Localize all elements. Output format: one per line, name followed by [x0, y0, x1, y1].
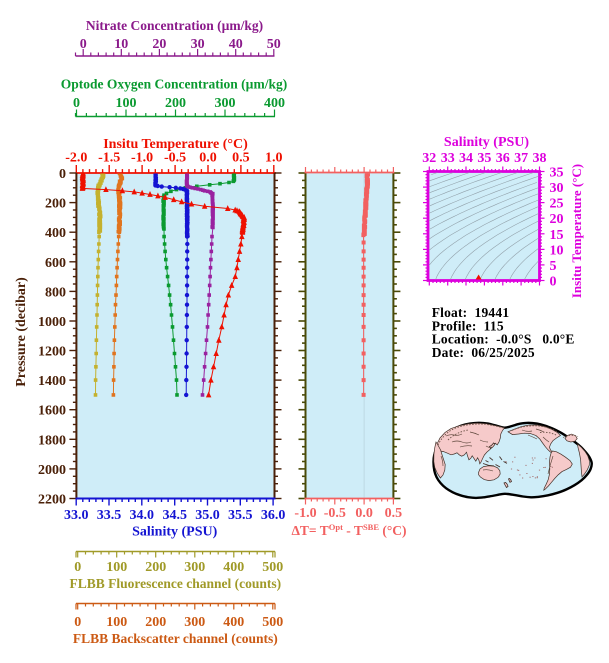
svg-text:Salinity (PSU): Salinity (PSU)	[444, 135, 530, 150]
svg-text:1600: 1600	[38, 404, 66, 419]
svg-text:Salinity (PSU): Salinity (PSU)	[132, 525, 218, 540]
svg-text:300: 300	[184, 560, 205, 575]
svg-text:34.5: 34.5	[162, 508, 187, 523]
svg-text:35.0: 35.0	[195, 508, 220, 523]
svg-text:32: 32	[422, 151, 436, 166]
svg-text:34.0: 34.0	[130, 508, 155, 523]
svg-text:1800: 1800	[38, 433, 66, 448]
svg-text:33: 33	[441, 151, 455, 166]
svg-text:30: 30	[550, 181, 564, 196]
svg-text:400: 400	[264, 96, 285, 111]
svg-text:20: 20	[550, 212, 564, 227]
svg-text:ΔT= TOpt - TSBE (°C): ΔT= TOpt - TSBE (°C)	[291, 522, 406, 538]
svg-text:36: 36	[496, 151, 510, 166]
svg-text:FLBB Fluorescence channel (cou: FLBB Fluorescence channel (counts)	[69, 576, 281, 591]
svg-text:37: 37	[514, 151, 528, 166]
svg-text:100: 100	[106, 560, 127, 575]
svg-text:0: 0	[80, 37, 87, 52]
svg-text:34: 34	[459, 151, 473, 166]
svg-text:-2.0: -2.0	[65, 151, 87, 166]
svg-text:-1.5: -1.5	[98, 151, 120, 166]
svg-text:33.0: 33.0	[64, 508, 89, 523]
svg-text:50: 50	[267, 37, 281, 52]
svg-text:25: 25	[550, 197, 564, 212]
svg-text:-0.5: -0.5	[324, 506, 346, 521]
svg-text:400: 400	[45, 226, 66, 241]
svg-text:200: 200	[45, 197, 66, 212]
svg-text:15: 15	[550, 228, 564, 243]
svg-text:0: 0	[59, 167, 66, 182]
svg-text:Optode Oxygen Concentration (µ: Optode Oxygen Concentration (µm/kg)	[61, 77, 287, 92]
svg-text:-1.0: -1.0	[131, 151, 153, 166]
svg-text:400: 400	[223, 615, 244, 630]
svg-text:2000: 2000	[38, 463, 66, 478]
svg-text:Insitu Temperature (°C): Insitu Temperature (°C)	[103, 137, 248, 152]
svg-text:100: 100	[106, 615, 127, 630]
svg-text:1.0: 1.0	[265, 151, 283, 166]
svg-text:Profile: 115: Profile: 115	[432, 318, 504, 333]
svg-text:35: 35	[477, 151, 491, 166]
svg-text:0: 0	[74, 560, 81, 575]
svg-text:500: 500	[262, 615, 283, 630]
svg-text:0.5: 0.5	[385, 506, 403, 521]
svg-text:36.0: 36.0	[261, 508, 286, 523]
svg-text:600: 600	[45, 256, 66, 271]
svg-text:300: 300	[184, 615, 205, 630]
svg-text:33.5: 33.5	[97, 508, 122, 523]
svg-text:Nitrate Concentration (µm/kg): Nitrate Concentration (µm/kg)	[86, 18, 263, 33]
svg-text:30: 30	[191, 37, 205, 52]
svg-text:5: 5	[550, 259, 557, 274]
svg-text:20: 20	[152, 37, 166, 52]
svg-text:0: 0	[550, 275, 557, 290]
svg-text:Insitu Temperature (°C): Insitu Temperature (°C)	[569, 164, 584, 298]
svg-text:Location: -0.0°S 0.0°E: Location: -0.0°S 0.0°E	[432, 332, 575, 347]
svg-text:35.5: 35.5	[228, 508, 253, 523]
svg-text:2200: 2200	[38, 493, 66, 508]
svg-text:200: 200	[145, 560, 166, 575]
svg-text:1200: 1200	[38, 345, 66, 360]
svg-text:10: 10	[114, 37, 128, 52]
svg-text:200: 200	[145, 615, 166, 630]
svg-text:40: 40	[229, 37, 243, 52]
svg-text:0.0: 0.0	[355, 506, 373, 521]
svg-text:38: 38	[533, 151, 547, 166]
svg-text:35: 35	[550, 166, 564, 181]
svg-text:1400: 1400	[38, 374, 66, 389]
svg-text:100: 100	[116, 96, 137, 111]
svg-text:FLBB Backscatter channel (coun: FLBB Backscatter channel (counts)	[73, 631, 278, 646]
svg-text:-0.5: -0.5	[164, 151, 186, 166]
svg-text:Float: 19441: Float: 19441	[432, 305, 510, 320]
svg-text:800: 800	[45, 285, 66, 300]
svg-text:-1.0: -1.0	[294, 506, 316, 521]
svg-text:0: 0	[74, 615, 81, 630]
svg-text:500: 500	[262, 560, 283, 575]
svg-text:0.0: 0.0	[199, 151, 217, 166]
svg-text:200: 200	[165, 96, 186, 111]
svg-text:1000: 1000	[38, 315, 66, 330]
svg-text:0: 0	[73, 96, 80, 111]
svg-text:300: 300	[215, 96, 236, 111]
svg-text:400: 400	[223, 560, 244, 575]
svg-text:0.5: 0.5	[232, 151, 250, 166]
svg-text:Pressure (decibar): Pressure (decibar)	[14, 277, 29, 387]
svg-text:10: 10	[550, 243, 564, 258]
svg-text:Date: 06/25/2025: Date: 06/25/2025	[432, 345, 535, 360]
